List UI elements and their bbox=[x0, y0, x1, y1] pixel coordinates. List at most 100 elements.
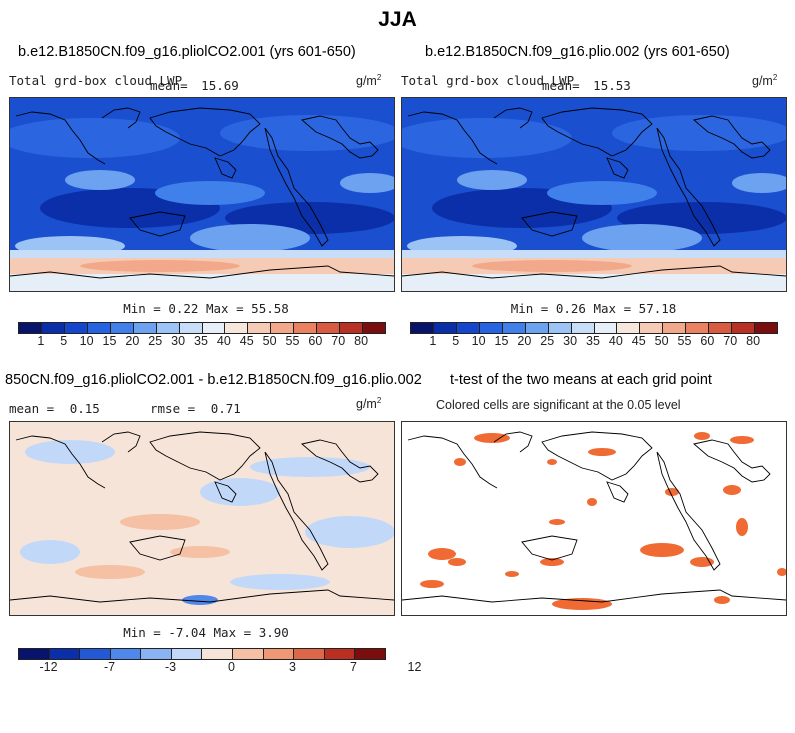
minmax-top-left: Min = 0.22 Max = 55.58 bbox=[123, 301, 289, 316]
mean-label-top-right: mean= 15.53 bbox=[542, 78, 631, 93]
panel-title-bottom-left: 850CN.f09_g16.pliolCO2.001 - b.e12.B1850… bbox=[5, 372, 422, 388]
colorbar-swatch bbox=[755, 323, 777, 333]
colorbar-swatch bbox=[317, 323, 341, 333]
colorbar-tick-label: 20 bbox=[125, 334, 140, 348]
colorbar-tick-label: 45 bbox=[239, 334, 254, 348]
colorbar-swatch bbox=[202, 649, 234, 659]
colorbar-swatch bbox=[179, 323, 203, 333]
colorbar-tick-label: 70 bbox=[723, 334, 738, 348]
minmax-bottom-left: Min = -7.04 Max = 3.90 bbox=[123, 625, 289, 640]
colorbar-swatch bbox=[355, 649, 385, 659]
colorbar-bottom-left bbox=[18, 648, 386, 660]
colorbar-tick-label: 40 bbox=[608, 334, 623, 348]
colorbar-swatch bbox=[294, 323, 318, 333]
colorbar-swatch bbox=[686, 323, 710, 333]
colorbar-top-right bbox=[410, 322, 778, 334]
mean-label-bottom-left: mean = 0.15 bbox=[9, 401, 100, 416]
colorbar-swatch bbox=[110, 323, 134, 333]
figure-title: JJA bbox=[378, 8, 417, 31]
colorbar-swatch bbox=[294, 649, 325, 659]
colorbar-swatch bbox=[324, 649, 356, 659]
colorbar-swatch bbox=[571, 323, 595, 333]
panel-title-top-right: b.e12.B1850CN.f09_g16.plio.002 (yrs 601-… bbox=[425, 44, 730, 60]
colorbar-tick-label: 7 bbox=[350, 660, 357, 674]
colorbar-tick-label: 55 bbox=[677, 334, 692, 348]
colorbar-swatch bbox=[110, 649, 142, 659]
colorbar-tick-label: 45 bbox=[631, 334, 646, 348]
colorbar-swatch bbox=[363, 323, 385, 333]
colorbar-swatch bbox=[49, 649, 81, 659]
colorbar-tick-label: -12 bbox=[39, 660, 58, 674]
colorbar-tick-label: 0 bbox=[228, 660, 235, 674]
colorbar-swatch bbox=[225, 323, 249, 333]
field-label-top-right: Total grd-box cloud LWP bbox=[401, 73, 575, 88]
colorbar-tick-label: 15 bbox=[494, 334, 509, 348]
colorbar-tick-label: 35 bbox=[586, 334, 600, 348]
units-top-left: g/m2 bbox=[356, 73, 382, 89]
mean-value-top-right: 15.53 bbox=[593, 78, 631, 93]
colorbar-tick-label: 3 bbox=[289, 660, 296, 674]
colorbar-swatch bbox=[617, 323, 641, 333]
colorbar-swatch bbox=[19, 649, 50, 659]
map-top-right bbox=[401, 97, 787, 292]
colorbar-tick-label: 70 bbox=[331, 334, 346, 348]
colorbar-swatch bbox=[271, 323, 295, 333]
colorbar-swatch bbox=[479, 323, 503, 333]
minmax-top-right: Min = 0.26 Max = 57.18 bbox=[510, 301, 677, 316]
colorbar-swatch bbox=[709, 323, 733, 333]
colorbar-tick-label: 10 bbox=[79, 334, 94, 348]
colorbar-swatch bbox=[19, 323, 42, 333]
colorbar-tick-label: 80 bbox=[746, 334, 761, 348]
colorbar-swatch bbox=[133, 323, 157, 333]
map-top-left bbox=[9, 97, 395, 292]
map-bottom-left bbox=[9, 421, 395, 616]
colorbar-tick-label: 55 bbox=[285, 334, 300, 348]
colorbar-tick-label: 50 bbox=[654, 334, 669, 348]
colorbar-tick-label: 60 bbox=[308, 334, 323, 348]
colorbar-tick-label: -7 bbox=[103, 660, 116, 674]
colorbar-swatch bbox=[141, 649, 172, 659]
colorbar-tick-label: 25 bbox=[148, 334, 163, 348]
colorbar-tick-label: 60 bbox=[700, 334, 715, 348]
colorbar-tick-label: 10 bbox=[471, 334, 486, 348]
colorbar-swatch bbox=[548, 323, 572, 333]
colorbar-swatch bbox=[502, 323, 526, 333]
colorbar-tick-label: 20 bbox=[517, 334, 532, 348]
colorbar-tick-label: -3 bbox=[164, 660, 177, 674]
field-label-top-left: Total grd-box cloud LWP bbox=[9, 73, 183, 88]
colorbar-tick-label: 30 bbox=[171, 334, 186, 348]
colorbar-swatch bbox=[156, 323, 180, 333]
colorbar-tick-label: 40 bbox=[216, 334, 231, 348]
colorbar-swatch bbox=[171, 649, 203, 659]
colorbar-swatch bbox=[248, 323, 272, 333]
colorbar-swatch bbox=[732, 323, 756, 333]
colorbar-swatch bbox=[80, 649, 111, 659]
colorbar-tick-label: 30 bbox=[563, 334, 578, 348]
mean-label-top-left: mean= 15.69 bbox=[150, 78, 239, 93]
colorbar-swatch bbox=[340, 323, 364, 333]
colorbar-swatch bbox=[456, 323, 480, 333]
mean-value-top-left: 15.69 bbox=[201, 78, 239, 93]
map-bottom-right bbox=[401, 421, 787, 616]
colorbar-tick-label: 1 bbox=[429, 334, 437, 348]
colorbar-swatch bbox=[64, 323, 88, 333]
colorbar-swatch bbox=[663, 323, 687, 333]
colorbar-tick-label: 12 bbox=[407, 660, 422, 674]
colorbar-tick-label: 15 bbox=[102, 334, 117, 348]
colorbar-swatch bbox=[202, 323, 226, 333]
colorbar-tick-label: 35 bbox=[194, 334, 208, 348]
colorbar-top-left bbox=[18, 322, 386, 334]
colorbar-tick-label: 5 bbox=[452, 334, 460, 348]
colorbar-swatch bbox=[640, 323, 664, 333]
rmse-label-bottom-left: rmse = 0.71 bbox=[150, 401, 241, 416]
significance-cells bbox=[420, 432, 786, 610]
panel-title-bottom-right: t-test of the two means at each grid poi… bbox=[450, 372, 712, 388]
units-bottom-left: g/m2 bbox=[356, 396, 382, 412]
colorbar-swatch bbox=[41, 323, 65, 333]
colorbar-swatch bbox=[263, 649, 295, 659]
colorbar-swatch bbox=[233, 649, 264, 659]
colorbar-swatch bbox=[87, 323, 111, 333]
colorbar-swatch bbox=[433, 323, 457, 333]
colorbar-tick-label: 5 bbox=[60, 334, 68, 348]
panel-subtitle-bottom-right: Colored cells are significant at the 0.0… bbox=[436, 398, 681, 412]
